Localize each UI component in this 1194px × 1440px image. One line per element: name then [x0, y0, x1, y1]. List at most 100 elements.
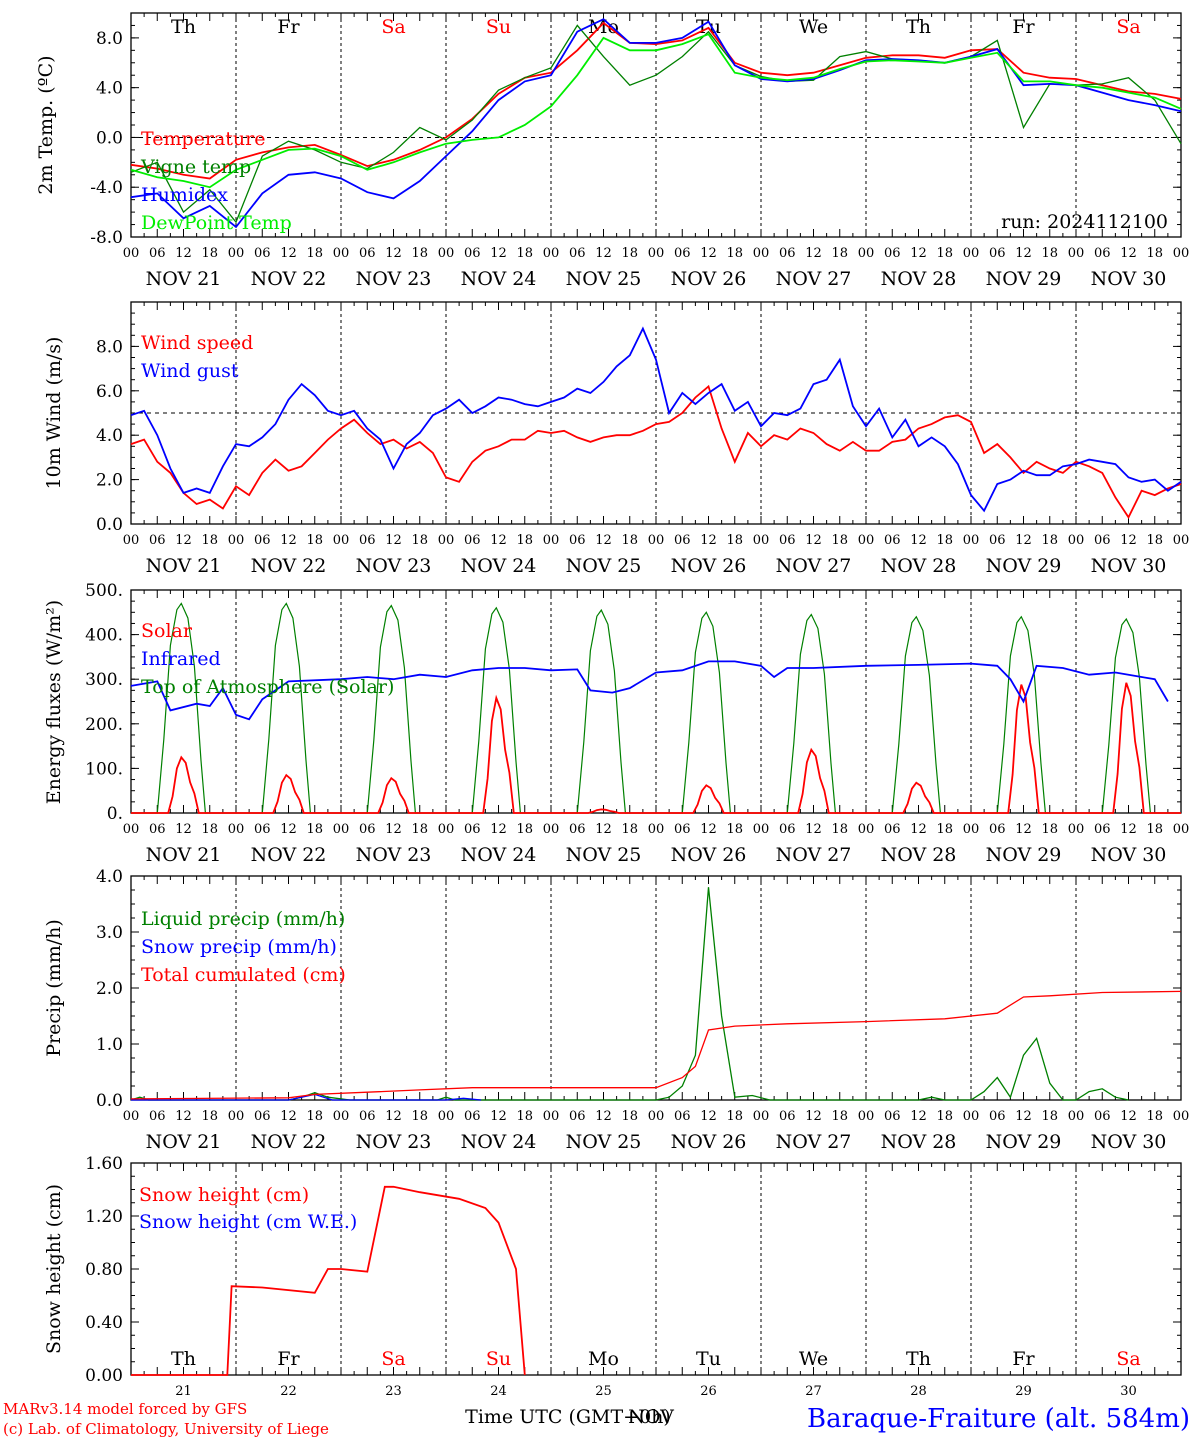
hour-tick-label: 00 [438, 533, 455, 548]
hour-tick-label: 12 [175, 533, 192, 548]
series-wind-gust-line [130, 326, 1182, 513]
panels: -8.0 -4.0 0.0 4.0 8.0 00 06 12 18 00 06 12 18 00 06 12 1… [35, 12, 1189, 1399]
hour-tick-label: 00 [963, 246, 980, 261]
hour-tick-label: 00 [963, 533, 980, 548]
date-label: NOV 30 [1091, 1131, 1167, 1153]
y-tick-label: 0.80 [85, 1260, 123, 1280]
weekday-label: Mo [588, 16, 619, 38]
hour-tick-label: 06 [569, 533, 586, 548]
hour-tick-label: 18 [936, 822, 953, 837]
series-solar-line [131, 682, 1181, 814]
hour-tick-label: 12 [1015, 533, 1032, 548]
hour-tick-label: 18 [306, 246, 323, 261]
weekday-label: Sa [381, 1348, 405, 1370]
hour-tick-label: 00 [333, 533, 350, 548]
hour-tick-label: 18 [201, 822, 218, 837]
legend-entry: Wind gust [141, 360, 239, 382]
hour-tick-label: 00 [1068, 246, 1085, 261]
date-label: NOV 29 [986, 844, 1062, 866]
hour-tick-label: 18 [516, 246, 533, 261]
hour-tick-label: 06 [464, 1109, 481, 1124]
hour-tick-label: 06 [674, 246, 691, 261]
y-tick-label: 6.0 [96, 382, 123, 402]
hour-tick-label: 12 [385, 1109, 402, 1124]
hour-tick-label: 06 [464, 246, 481, 261]
hour-tick-label: 06 [149, 533, 166, 548]
hour-tick-label: 06 [674, 1109, 691, 1124]
hour-tick-label: 00 [1068, 533, 1085, 548]
date-label: NOV 24 [461, 268, 537, 290]
y-axis-title: Energy fluxes (W/m²) [43, 600, 65, 804]
y-tick-label: 8.0 [96, 337, 123, 357]
hour-tick-label: 12 [490, 1109, 507, 1124]
hour-tick-label: 18 [306, 533, 323, 548]
legend-entry: Snow precip (mm/h) [141, 936, 337, 958]
panel-1: -8.0 -4.0 0.0 4.0 8.0 00 06 12 18 00 06 12 18 00 06 12 1… [35, 12, 1189, 290]
hour-tick-label: 12 [490, 533, 507, 548]
hour-tick-label: 12 [805, 822, 822, 837]
hour-tick-label: 18 [1146, 246, 1163, 261]
date-label: NOV 29 [986, 268, 1062, 290]
weekday-label: Sa [1116, 16, 1140, 38]
hour-tick-label: 00 [858, 1109, 875, 1124]
weekday-label: Su [486, 1348, 511, 1370]
hour-tick-label: 12 [700, 822, 717, 837]
hour-tick-label: 18 [936, 1109, 953, 1124]
hour-tick-label: 12 [385, 822, 402, 837]
hour-tick-label: 18 [1041, 822, 1058, 837]
hour-tick-label: 18 [621, 1109, 638, 1124]
y-axis-title: Snow height (cm) [43, 1184, 65, 1354]
date-label: NOV 21 [146, 1131, 222, 1153]
day-number-label: 21 [175, 1384, 192, 1399]
hour-tick-label: 12 [175, 822, 192, 837]
hour-tick-label: 06 [359, 533, 376, 548]
series-vigne-temp-line [130, 24, 1182, 224]
series-wind-speed-line [130, 384, 1182, 520]
hour-tick-label: 18 [306, 822, 323, 837]
panel-4: 0.0 1.0 2.0 3.0 4.0 00 06 12 18 00 06 12 18 00 06 12 18 0… [43, 867, 1189, 1153]
hour-tick-label: 06 [569, 822, 586, 837]
date-label: NOV 23 [356, 844, 432, 866]
hour-tick-label: 18 [726, 246, 743, 261]
hour-tick-label: 00 [1173, 1109, 1190, 1124]
hour-tick-label: 18 [411, 533, 428, 548]
credit-line-1: MARv3.14 model forced by GFS [3, 1400, 247, 1418]
series-liquid-precip-mm-h-line [130, 887, 1129, 1101]
hour-tick-label: 00 [858, 246, 875, 261]
y-axis-title: Precip (mm/h) [43, 919, 65, 1057]
hour-tick-label: 12 [595, 1109, 612, 1124]
hour-tick-label: 12 [910, 246, 927, 261]
hour-tick-label: 06 [359, 822, 376, 837]
hour-tick-label: 12 [700, 1109, 717, 1124]
hour-tick-label: 18 [201, 1109, 218, 1124]
hour-tick-label: 12 [1015, 1109, 1032, 1124]
hour-tick-label: 12 [1015, 822, 1032, 837]
y-tick-label: 0.40 [85, 1313, 123, 1333]
hour-tick-label: 06 [779, 1109, 796, 1124]
hour-tick-label: 00 [438, 1109, 455, 1124]
y-tick-label: -8.0 [90, 228, 123, 248]
date-label: NOV 28 [881, 555, 957, 577]
hour-tick-label: 12 [805, 1109, 822, 1124]
hour-tick-label: 12 [700, 246, 717, 261]
hour-tick-label: 18 [516, 533, 533, 548]
hour-tick-label: 06 [674, 822, 691, 837]
day-number-label: 29 [1015, 1384, 1032, 1399]
date-label: NOV 23 [356, 268, 432, 290]
hour-tick-label: 06 [884, 822, 901, 837]
date-label: NOV 24 [461, 1131, 537, 1153]
hour-tick-label: 18 [621, 533, 638, 548]
series-infrared-line [130, 660, 1169, 721]
hour-tick-label: 06 [359, 246, 376, 261]
hour-tick-label: 18 [831, 1109, 848, 1124]
date-label: NOV 25 [566, 268, 642, 290]
hour-tick-label: 12 [1120, 1109, 1137, 1124]
date-label: NOV 26 [671, 844, 747, 866]
station-label: Baraque-Fraiture (alt. 584m) [807, 1404, 1190, 1434]
hour-tick-label: 18 [936, 246, 953, 261]
hour-tick-label: 00 [228, 1109, 245, 1124]
date-label: NOV 27 [776, 555, 852, 577]
hour-tick-label: 00 [963, 1109, 980, 1124]
hour-tick-label: 06 [254, 246, 271, 261]
